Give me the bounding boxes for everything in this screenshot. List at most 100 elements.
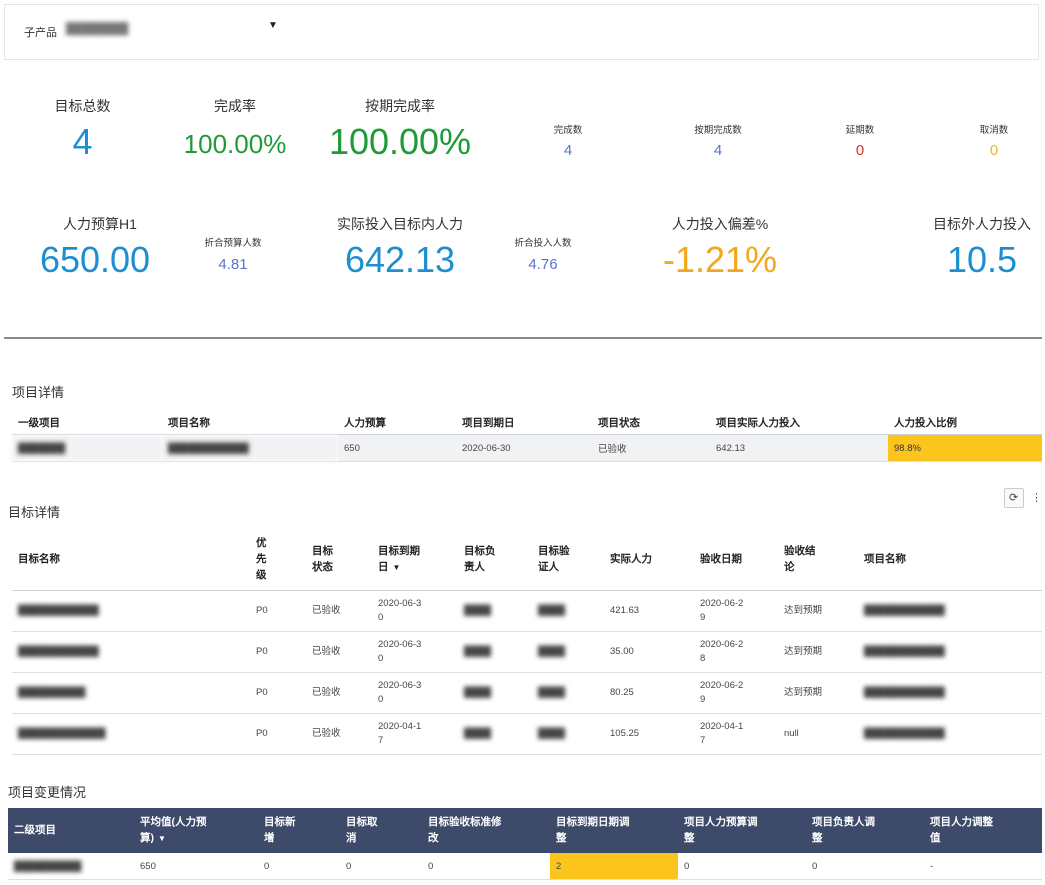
manpower-budget-value: 650.00 [39, 239, 151, 280]
cell-target-due-date: 2020-04-1 7 [372, 713, 458, 755]
column-header[interactable]: 项目实际人力投入 [710, 410, 888, 435]
column-header[interactable]: 验收结 论 [778, 528, 858, 591]
cell-target-cancelled: 0 [340, 853, 422, 880]
completion-rate-value: 100.00% [183, 129, 287, 159]
cell-priority: P0 [250, 672, 306, 714]
sort-desc-icon[interactable]: ▼ [392, 563, 401, 572]
column-header-sortable[interactable]: 平均值(人力预 算) ▼ [134, 808, 258, 853]
cell-target-name: ████████████ [12, 631, 250, 673]
column-header[interactable]: 优 先 级 [250, 528, 306, 591]
cell-project-name: ████████████ [858, 590, 1042, 632]
column-header[interactable]: 目标验收标准修 改 [422, 808, 550, 853]
column-header[interactable]: 目标到期日期调 整 [550, 808, 678, 853]
column-header[interactable]: 目标验 证人 [532, 528, 604, 591]
table-toolbar: ⟳ ⋮ [1001, 488, 1042, 508]
column-header[interactable]: 项目状态 [592, 410, 710, 435]
column-header[interactable]: 项目负责人调 整 [806, 808, 924, 853]
cell-conclusion: null [778, 713, 858, 755]
table-row[interactable]: ██████████ P0 已验收 2020-06-3 0 ████ ████ 80.25 2… [12, 672, 1042, 714]
cell-owner: ████ [458, 672, 532, 714]
cell-priority: P0 [250, 713, 306, 755]
cell-target-name: █████████████ [12, 713, 250, 755]
converted-input-value: 4.76 [528, 256, 558, 273]
on-time-rate-value: 100.00% [328, 121, 472, 162]
project-change-title: 项目变更情况 [8, 785, 87, 800]
cell-conclusion: 达到预期 [778, 590, 858, 632]
cell-budget-adjusted: 0 [678, 853, 806, 880]
cell-priority: P0 [250, 590, 306, 632]
column-header-sortable[interactable]: 目标到期 日 ▼ [372, 528, 458, 591]
cell-acceptance-date: 2020-04-1 7 [694, 713, 778, 755]
column-header[interactable]: 目标新 增 [258, 808, 340, 853]
cell-priority: P0 [250, 631, 306, 673]
product-select-value[interactable]: ████████ [66, 23, 129, 35]
target-total-label: 目标总数 [54, 98, 111, 114]
outside-input-label: 目标外人力投入 [933, 216, 1031, 232]
chevron-down-icon[interactable]: ▼ [268, 20, 278, 31]
column-header[interactable]: 二级项目 [8, 808, 134, 853]
deviation-value: -1.21% [662, 239, 778, 280]
manpower-budget-label: 人力预算H1 [63, 216, 137, 232]
cell-project-name: ████████████ [858, 672, 1042, 714]
filter-label: 子产品 [24, 27, 57, 39]
more-icon[interactable]: ⋮ [1031, 492, 1042, 504]
section-divider [4, 337, 1042, 339]
cell-target-status: 已验收 [306, 631, 372, 673]
cell-acceptance-date: 2020-06-2 9 [694, 590, 778, 632]
cell-acceptance-date: 2020-06-2 8 [694, 631, 778, 673]
table-row[interactable]: █████████████ P0 已验收 2020-04-1 7 ████ ████ 105… [12, 713, 1042, 755]
on-time-completed-value: 4 [713, 142, 723, 159]
cell-target-status: 已验收 [306, 713, 372, 755]
cell-owner: ████ [458, 713, 532, 755]
cell-target-status: 已验收 [306, 590, 372, 632]
cell-actual-manpower: 421.63 [604, 590, 694, 632]
sort-desc-icon[interactable]: ▼ [158, 833, 166, 843]
cell-actual-manpower: 105.25 [604, 713, 694, 755]
refresh-icon[interactable]: ⟳ [1003, 488, 1024, 508]
column-header[interactable]: 目标名称 [12, 528, 250, 591]
cell-project-name: ████████████ [858, 631, 1042, 673]
cell-project-name: ████████████ [162, 434, 338, 462]
cell-actual-manpower: 80.25 [604, 672, 694, 714]
table-row[interactable]: ███████ ████████████ 650 2020-06-30 已验收 … [12, 434, 1042, 462]
target-total-value: 4 [72, 121, 93, 162]
column-header[interactable]: 一级项目 [12, 410, 162, 435]
column-header[interactable]: 项目人力预算调 整 [678, 808, 806, 853]
column-header[interactable]: 人力预算 [338, 410, 456, 435]
cell-owner: ████ [458, 590, 532, 632]
column-header[interactable]: 目标取 消 [340, 808, 422, 853]
cell-verifier: ████ [532, 713, 604, 755]
cell-verifier: ████ [532, 590, 604, 632]
column-header[interactable]: 项目到期日 [456, 410, 592, 435]
column-header[interactable]: 目标 状态 [306, 528, 372, 591]
target-details-table: 目标名称 优 先 级 目标 状态 目标到期 日 ▼ 目标负 责人 目标验 证人 实… [12, 528, 1042, 755]
delayed-label: 延期数 [845, 125, 875, 136]
converted-budget-value: 4.81 [218, 256, 248, 273]
table-row[interactable]: ████████████ P0 已验收 2020-06-3 0 ████ ████ 35.0… [12, 631, 1042, 673]
table-header-row: 目标名称 优 先 级 目标 状态 目标到期 日 ▼ 目标负 责人 目标验 证人 实… [12, 528, 1042, 591]
column-header[interactable]: 实际人力 [604, 528, 694, 591]
cell-criteria-changed: 0 [422, 853, 550, 880]
column-header[interactable]: 人力投入比例 [888, 410, 1042, 435]
cell-target-added: 0 [258, 853, 340, 880]
cell-due-date-adjusted: 2 [550, 853, 678, 880]
column-header[interactable]: 验收日期 [694, 528, 778, 591]
table-row[interactable]: ██████████ 650 0 0 0 2 0 0 - [8, 853, 1042, 880]
actual-input-label: 实际投入目标内人力 [337, 216, 463, 232]
converted-budget-label: 折合预算人数 [204, 238, 262, 249]
deviation-label: 人力投入偏差% [671, 216, 769, 232]
delayed-value: 0 [855, 142, 865, 159]
column-header[interactable]: 项目名称 [858, 528, 1042, 591]
cell-due-date: 2020-06-30 [456, 434, 592, 462]
cell-second-level-project: ██████████ [8, 853, 134, 880]
cell-conclusion: 达到预期 [778, 631, 858, 673]
table-row[interactable]: ████████████ P0 已验收 2020-06-3 0 ████ ████ 421.… [12, 590, 1042, 632]
cell-owner: ████ [458, 631, 532, 673]
column-header[interactable]: 项目人力调整 值 [924, 808, 1042, 853]
cell-target-due-date: 2020-06-3 0 [372, 672, 458, 714]
filter-bar [4, 4, 1039, 60]
column-header[interactable]: 项目名称 [162, 410, 338, 435]
cell-actual-manpower: 35.00 [604, 631, 694, 673]
column-header[interactable]: 目标负 责人 [458, 528, 532, 591]
outside-input-value: 10.5 [946, 239, 1018, 280]
